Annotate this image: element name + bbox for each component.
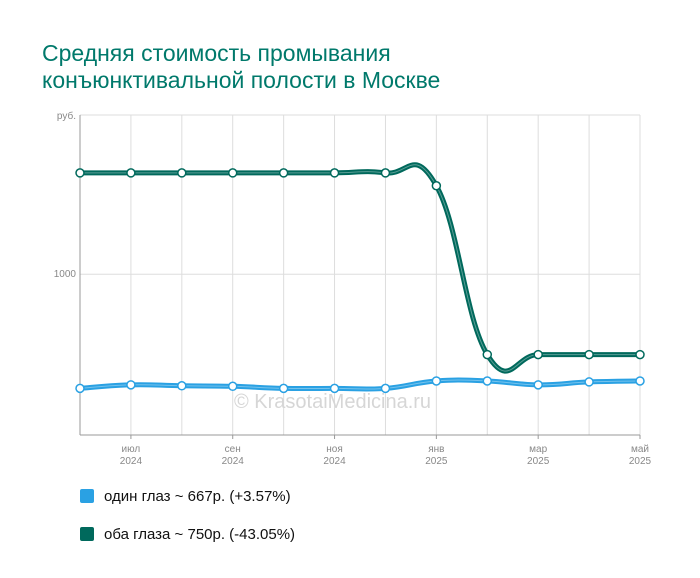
data-point-series-1 bbox=[635, 349, 645, 360]
data-point-series-0 bbox=[75, 383, 85, 394]
x-tick-label-year: 2024 bbox=[120, 456, 143, 467]
chart-title-line-2: конъюнктивальной полости в Москве bbox=[42, 67, 441, 93]
data-point-series-0 bbox=[278, 383, 289, 394]
chart-plot: 1000руб.июл2024сен2024ноя2024янв2025мар2… bbox=[54, 110, 652, 467]
legend: один глаз ~ 667р. (+3.57%) оба глаза ~ 7… bbox=[80, 486, 295, 562]
data-point-series-1 bbox=[584, 349, 594, 360]
x-tick-label-year: 2025 bbox=[527, 456, 550, 467]
data-point-series-1 bbox=[227, 168, 238, 178]
data-point-series-1 bbox=[431, 181, 442, 191]
data-point-series-1 bbox=[126, 168, 136, 178]
watermark-text: © KrasotaiMedicina.ru bbox=[234, 391, 432, 413]
y-axis-unit-label: руб. bbox=[57, 110, 76, 122]
x-tick-label-month: июл bbox=[122, 444, 141, 455]
data-point-series-0 bbox=[635, 376, 645, 386]
chart-title-line-1: Средняя стоимость промывания bbox=[42, 40, 391, 66]
data-point-series-1 bbox=[75, 168, 85, 178]
data-point-series-1 bbox=[177, 168, 187, 178]
axis-layer: 1000руб.июл2024сен2024ноя2024янв2025мар2… bbox=[54, 110, 652, 467]
x-tick-label-month: май bbox=[631, 444, 649, 455]
legend-item-one-eye[interactable]: один глаз ~ 667р. (+3.57%) bbox=[80, 486, 295, 506]
data-point-series-0 bbox=[431, 376, 442, 386]
legend-item-both-eyes[interactable]: оба глаза ~ 750р. (-43.05%) bbox=[80, 524, 295, 544]
x-tick-label-month: янв bbox=[428, 444, 444, 455]
x-tick-label-year: 2024 bbox=[222, 456, 245, 467]
x-tick-label-year: 2024 bbox=[323, 456, 346, 467]
legend-label-one-eye: один глаз ~ 667р. (+3.57%) bbox=[104, 487, 291, 505]
data-point-series-1 bbox=[329, 168, 340, 178]
series-line-highlight-0 bbox=[79, 379, 641, 390]
data-point-series-1 bbox=[380, 168, 391, 178]
series-line-1 bbox=[77, 162, 643, 374]
data-point-series-1 bbox=[533, 349, 543, 360]
data-point-series-0 bbox=[329, 383, 340, 394]
data-point-series-0 bbox=[482, 376, 493, 386]
y-tick-label: 1000 bbox=[54, 269, 77, 280]
data-point-series-0 bbox=[227, 381, 238, 392]
data-point-series-0 bbox=[380, 383, 391, 394]
x-tick-label-year: 2025 bbox=[629, 456, 652, 467]
data-point-series-0 bbox=[177, 381, 187, 391]
legend-swatch-one-eye bbox=[80, 489, 94, 503]
series-layer bbox=[77, 162, 643, 392]
legend-swatch-both-eyes bbox=[80, 527, 94, 541]
chart-title: Средняя стоимость промывания конъюнктива… bbox=[42, 40, 662, 94]
x-tick-label-year: 2025 bbox=[425, 456, 448, 467]
data-point-series-0 bbox=[126, 380, 136, 390]
data-point-series-0 bbox=[584, 377, 594, 387]
x-tick-label-month: сен bbox=[225, 444, 241, 455]
data-point-series-1 bbox=[482, 349, 493, 360]
points-layer bbox=[75, 168, 645, 394]
series-line-highlight-1 bbox=[79, 164, 640, 372]
series-line-0 bbox=[77, 377, 643, 392]
data-point-series-1 bbox=[278, 168, 289, 178]
x-tick-label-month: ноя bbox=[326, 444, 343, 455]
data-point-series-0 bbox=[533, 380, 543, 390]
legend-label-both-eyes: оба глаза ~ 750р. (-43.05%) bbox=[104, 525, 296, 543]
x-tick-label-month: мар bbox=[529, 444, 547, 455]
